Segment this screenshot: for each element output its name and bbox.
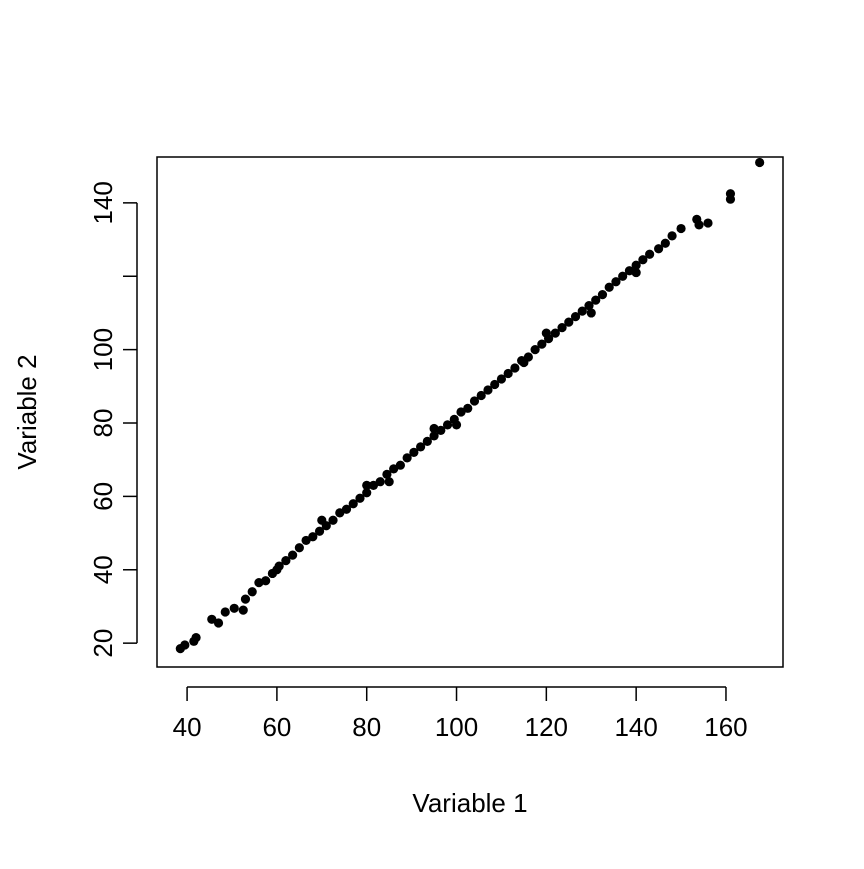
point: [348, 499, 358, 509]
point: [503, 368, 513, 379]
point: [694, 220, 704, 230]
point: [591, 295, 601, 305]
point: [355, 493, 365, 503]
point: [469, 396, 480, 406]
point: [335, 508, 345, 518]
point: [416, 442, 426, 452]
x-tick-label: 60: [262, 712, 291, 742]
point: [328, 515, 338, 525]
point: [180, 640, 190, 650]
point: [586, 308, 596, 318]
x-tick-label: 120: [525, 712, 568, 742]
x-tick-label: 40: [173, 712, 202, 742]
point: [240, 594, 251, 604]
point: [272, 565, 282, 575]
point: [189, 636, 199, 646]
point: [530, 345, 540, 355]
y-tick-label: 80: [88, 409, 118, 438]
x-tick-label: 100: [435, 712, 478, 742]
point: [247, 587, 257, 597]
y-tick-label: 20: [88, 629, 118, 658]
point: [409, 447, 419, 457]
point: [476, 390, 486, 401]
point: [510, 363, 520, 373]
point: [207, 614, 217, 624]
point: [550, 328, 560, 338]
point: [422, 436, 432, 446]
point: [564, 317, 574, 327]
point: [317, 515, 327, 525]
point: [570, 312, 581, 322]
point: [213, 618, 224, 628]
point: [537, 339, 547, 349]
point: [654, 244, 664, 254]
point: [451, 420, 462, 430]
x-tick-label: 140: [614, 712, 657, 742]
point: [703, 218, 713, 228]
point: [288, 550, 298, 560]
point: [631, 267, 641, 278]
point: [631, 260, 641, 270]
point: [368, 480, 379, 490]
point: [597, 289, 608, 300]
point: [577, 306, 587, 316]
x-tick-label: 80: [352, 712, 381, 742]
point: [238, 605, 248, 615]
point: [490, 379, 500, 390]
x-axis-title: Variable 1: [412, 788, 527, 818]
point: [463, 403, 473, 413]
point: [362, 480, 372, 490]
point: [220, 607, 230, 617]
point: [402, 453, 412, 463]
y-axis-title: Variable 2: [12, 354, 42, 469]
point: [382, 469, 392, 479]
point: [442, 420, 453, 430]
point: [519, 357, 529, 368]
point: [496, 374, 507, 384]
point: [456, 407, 466, 417]
point: [611, 277, 621, 287]
point: [584, 300, 594, 311]
point: [229, 603, 239, 613]
point: [429, 423, 439, 434]
point: [645, 249, 655, 259]
point: [604, 282, 614, 292]
y-tick-label: 100: [88, 328, 118, 371]
point: [341, 504, 352, 514]
y-tick-label: 140: [88, 181, 118, 224]
point: [301, 535, 311, 546]
point: [660, 238, 670, 248]
point: [618, 271, 628, 281]
point: [294, 543, 304, 553]
point: [755, 157, 765, 168]
point: [557, 323, 567, 333]
point: [483, 385, 493, 395]
point: [667, 231, 677, 241]
point: [725, 189, 736, 199]
point: [638, 255, 648, 265]
x-tick-label: 160: [704, 712, 747, 742]
point: [261, 576, 271, 586]
y-tick-label: 60: [88, 482, 118, 511]
point: [308, 532, 318, 542]
point: [541, 328, 551, 338]
point: [384, 477, 394, 487]
point: [676, 223, 686, 234]
point: [429, 431, 439, 441]
point: [314, 526, 325, 536]
point: [281, 555, 291, 566]
point: [362, 488, 372, 498]
point: [395, 460, 405, 470]
y-tick-label: 40: [88, 555, 118, 584]
plot-frame: [156, 156, 784, 668]
point: [389, 464, 399, 474]
point: [375, 477, 385, 487]
